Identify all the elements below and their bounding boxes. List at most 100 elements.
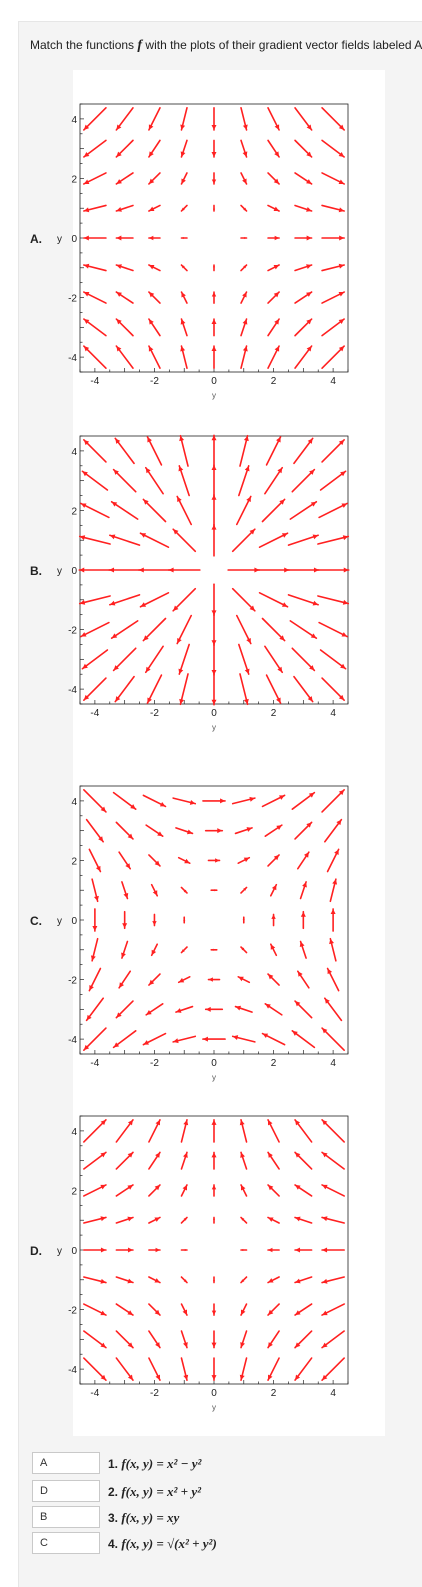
field-arrowhead [297,971,303,977]
field-arrowhead [180,151,186,157]
field-arrowhead [109,600,116,606]
field-arrowhead [211,346,217,352]
field-arrowhead [212,265,216,268]
field-arrowhead [173,529,179,535]
field-arrowhead [212,1280,216,1283]
answer-select-2[interactable]: D [32,1480,100,1502]
field-arrowhead [243,698,249,705]
field-arrow [146,436,163,466]
field-arrowhead [83,263,90,269]
field-arrow [321,1119,345,1143]
field-arrowhead [116,124,122,130]
field-arrow [83,677,107,701]
field-arrowhead [177,637,182,644]
field-arrow [264,645,284,674]
field-arrowhead [113,1042,120,1048]
y-tick-label: 4 [71,115,77,126]
field-arrowhead [83,207,90,213]
field-arrowhead [242,346,248,352]
x-tick-label: 4 [330,708,336,719]
field-arrowhead [79,599,86,605]
field-arrowhead [211,610,217,616]
field-arrowhead [116,319,122,325]
field-arrowhead [306,264,312,269]
y-tick-label: -4 [68,1035,77,1046]
field-arrowhead [268,1119,273,1126]
field-arrowhead [127,1184,133,1190]
y-tick-label: -2 [68,294,77,305]
field-arrowhead [276,697,281,704]
field-arrowhead [181,292,186,298]
field-arrowhead [295,1374,301,1381]
field-arrowhead [338,263,345,269]
field-arrowhead [86,1014,92,1021]
field-arrowhead [83,235,89,241]
field-arrowhead [274,235,280,241]
field-arrowhead [273,206,280,211]
field-arrowhead [271,914,276,919]
y-tick-label: -2 [68,976,77,987]
field-arrowhead [243,265,247,269]
field-arrow [80,502,110,519]
field-arrow [289,620,318,640]
field-arrow [110,620,139,640]
field-arrow [176,495,193,526]
answer-select-1[interactable]: A [32,1452,100,1474]
field-arrowhead [342,599,349,605]
field-arrowhead [83,151,90,157]
field-arrowhead [111,501,118,507]
option-number: 3. [108,1511,122,1525]
y-axis-label: y [57,1246,62,1257]
field-arrowhead [189,800,196,805]
field-arrowhead [330,908,336,914]
field-arrowhead [100,1310,106,1316]
field-arrowhead [334,849,339,855]
y-tick-label: -2 [68,1306,77,1317]
y-tick-label: 0 [71,916,77,927]
field-arrowhead [183,1374,189,1381]
field-arrow [83,789,107,813]
field-arrowhead [242,151,248,157]
field-arrowhead [183,1342,188,1348]
field-arrow [293,675,314,703]
field-arrowhead [215,858,220,863]
field-arrowhead [183,1119,189,1126]
field-arrowhead [322,1028,328,1034]
field-arrowhead [270,944,276,950]
field-arrow [179,434,189,467]
field-arrowhead [322,1374,328,1381]
field-arrowhead [127,1247,133,1253]
field-arrowhead [175,1008,182,1013]
field-arrowhead [324,998,330,1004]
field-arrow [291,647,316,672]
field-arrowhead [306,179,312,184]
y-tick-label: 4 [71,1127,77,1138]
field-arrow [238,643,250,675]
answer-select-4[interactable]: C [32,1532,100,1554]
y-axis-label: y [57,234,62,245]
field-arrowhead [184,858,190,864]
field-arrowhead [181,265,185,269]
field-arrow [261,498,286,523]
field-arrowhead [292,1030,298,1036]
field-arrowhead [127,1216,133,1222]
field-arrowhead [306,292,312,297]
field-arrowhead [338,319,345,325]
x-tick-label: 0 [211,376,217,387]
field-arrowhead [329,938,334,945]
field-arrowhead [83,124,90,130]
field-arrowhead [310,633,317,639]
arrow-group [83,107,345,369]
field-arrowhead [173,1038,179,1044]
field-arrowhead [240,1342,245,1348]
field-arrowhead [306,124,312,130]
field-arrowhead [116,292,122,297]
field-arrowhead [274,124,280,130]
field-arrowhead [244,236,247,240]
answer-select-3[interactable]: B [32,1506,100,1528]
field-arrowhead [243,435,249,442]
field-arrowhead [310,501,317,507]
field-arrowhead [277,666,283,673]
option-formula: f(x, y) = xy [121,1510,180,1525]
field-arrowhead [211,1310,217,1316]
